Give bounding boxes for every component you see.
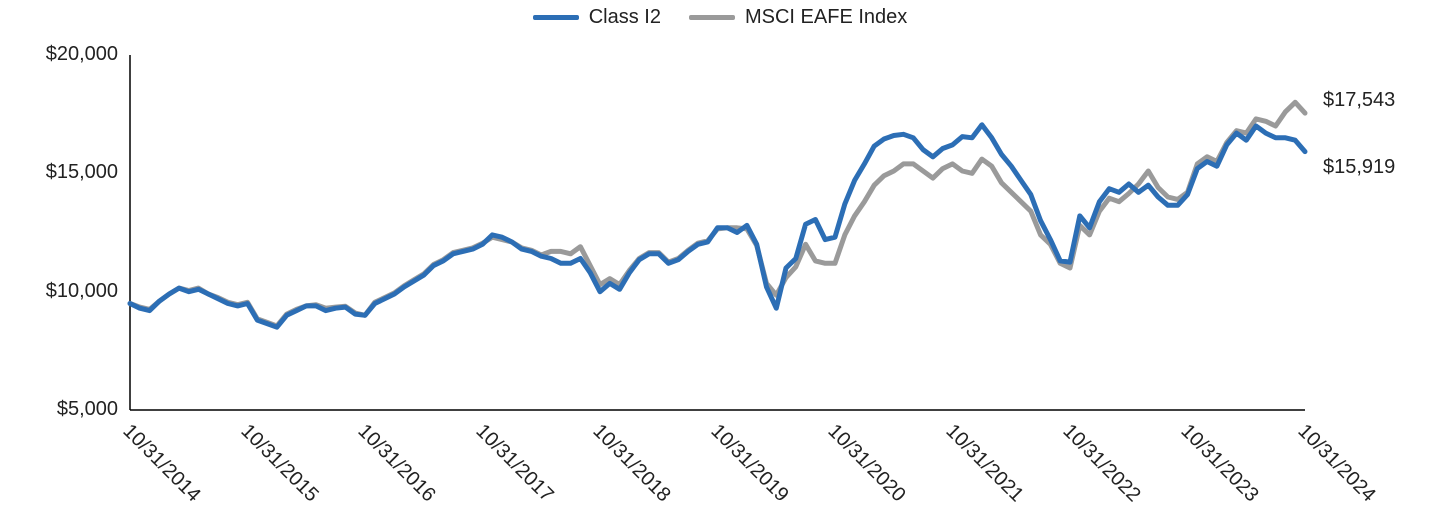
legend-item-msci: MSCI EAFE Index bbox=[689, 6, 907, 29]
y-tick-label: $20,000 bbox=[46, 43, 118, 66]
legend-label-msci: MSCI EAFE Index bbox=[745, 6, 907, 29]
series-line-1 bbox=[130, 102, 1305, 326]
legend: Class I2 MSCI EAFE Index bbox=[0, 6, 1440, 29]
end-label-1: $17,543 bbox=[1323, 89, 1395, 112]
end-label-0: $15,919 bbox=[1323, 156, 1395, 179]
legend-item-class-i2: Class I2 bbox=[533, 6, 661, 29]
growth-chart: Class I2 MSCI EAFE Index $5,000 $10,000 $1… bbox=[0, 0, 1440, 516]
y-tick-label: $5,000 bbox=[57, 398, 118, 421]
legend-swatch-class-i2 bbox=[533, 15, 579, 20]
legend-label-class-i2: Class I2 bbox=[589, 6, 661, 29]
series-line-0 bbox=[130, 125, 1305, 327]
y-tick-label: $15,000 bbox=[46, 161, 118, 184]
legend-swatch-msci bbox=[689, 15, 735, 20]
y-tick-label: $10,000 bbox=[46, 280, 118, 303]
